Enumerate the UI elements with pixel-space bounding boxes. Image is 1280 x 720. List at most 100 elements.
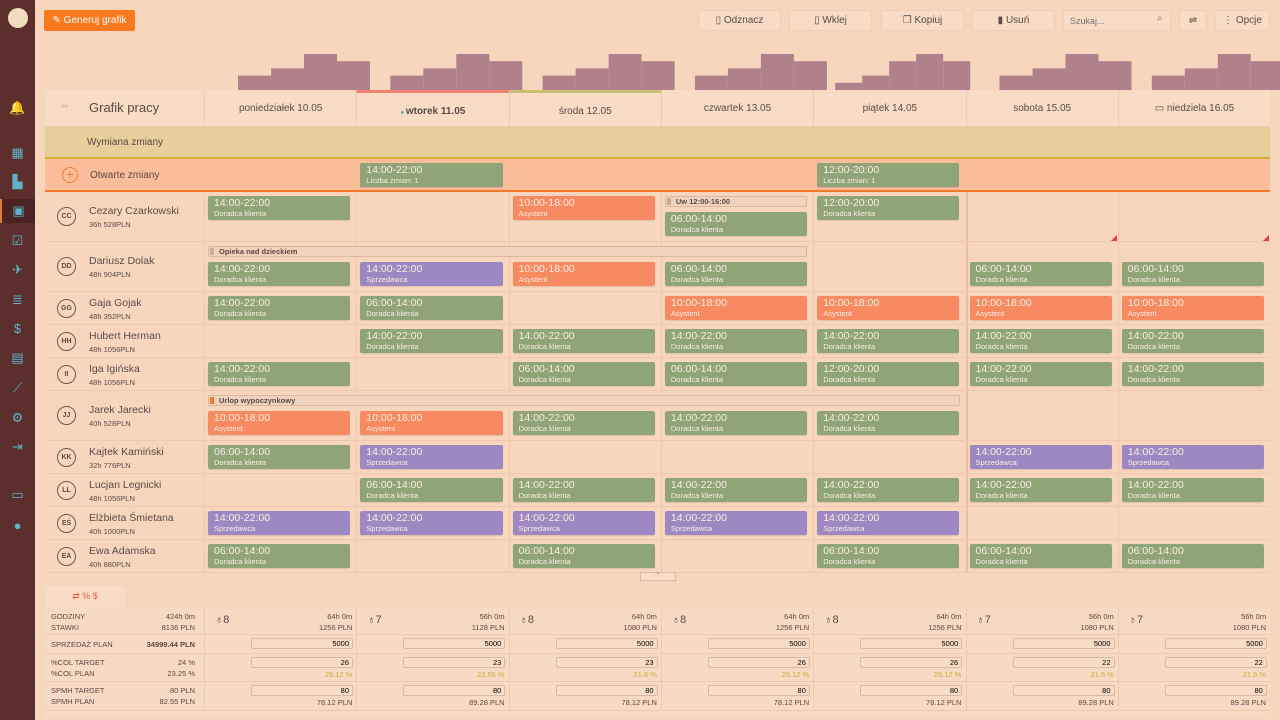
shift-block[interactable]: 14:00-22:00 Sprzedawca xyxy=(817,511,960,535)
shift-block[interactable]: 06:00-14:00 Doradca klienta xyxy=(208,445,351,469)
shift-block[interactable]: 14:00-22:00 Sprzedawca xyxy=(360,262,503,286)
day-cell[interactable] xyxy=(508,292,661,324)
stat-sales-input[interactable] xyxy=(1012,638,1115,649)
shift-block[interactable]: 14:00-22:00 Doradca klienta xyxy=(664,478,808,502)
filter-button[interactable]: ⇌ xyxy=(1179,10,1207,31)
day-cell[interactable] xyxy=(356,325,508,357)
shift-block[interactable]: 14:00-22:00 Doradca klienta xyxy=(208,362,351,386)
shift-block[interactable]: 06:00-14:00 Doradca klienta xyxy=(664,262,808,286)
shift-block[interactable]: 14:00-22:00 Doradca klienta xyxy=(1121,329,1265,353)
copy-button[interactable]: ❐ Kopiuj xyxy=(881,10,964,31)
stat-spmh-target-input[interactable] xyxy=(555,685,658,696)
day-cell[interactable] xyxy=(660,192,813,241)
shift-block[interactable]: 14:00-22:00 Doradca klienta xyxy=(208,196,351,220)
day-cell[interactable] xyxy=(965,391,1118,440)
shift-block[interactable]: 14:00-22:00 Doradca klienta xyxy=(664,411,808,435)
shift-block[interactable]: 10:00-18:00 Asystent xyxy=(208,411,351,435)
absence-annotation[interactable]: Urlop wypoczynkowy xyxy=(208,395,960,406)
stat-spmh-target-input[interactable] xyxy=(403,685,506,696)
day-cell[interactable] xyxy=(204,507,356,539)
shift-block[interactable]: 14:00-22:00 Doradca klienta xyxy=(360,329,503,353)
absence-annotation[interactable]: Opieka nad dzieckiem xyxy=(208,246,808,257)
shift-block[interactable]: 06:00-14:00 Doradca klienta xyxy=(969,544,1112,568)
stat-col-target-input[interactable] xyxy=(251,657,353,668)
stat-col-target-input[interactable] xyxy=(707,657,810,668)
shift-block[interactable]: 10:00-18:00 Asystent xyxy=(817,296,960,320)
day-cell[interactable] xyxy=(204,242,356,291)
collapse-toggle[interactable]: ˆ xyxy=(640,572,676,581)
day-cell[interactable] xyxy=(965,441,1118,473)
day-cell[interactable] xyxy=(508,358,661,390)
shift-block[interactable]: 14:00-22:00 Doradca klienta xyxy=(208,262,351,286)
dashboard-nav[interactable]: ▦ xyxy=(0,141,35,165)
gear-nav[interactable]: ⚙ xyxy=(0,406,35,430)
day-cell[interactable] xyxy=(813,358,965,390)
shift-block[interactable]: 14:00-22:00 Sprzedawca xyxy=(360,445,503,469)
shift-block[interactable]: 06:00-14:00 Doradca klienta xyxy=(664,212,808,236)
day-cell[interactable] xyxy=(813,391,965,440)
shift-block[interactable]: 06:00-14:00 Doradca klienta xyxy=(512,544,655,568)
day-cell[interactable] xyxy=(1117,391,1270,440)
day-cell[interactable] xyxy=(813,507,965,539)
day-cell[interactable] xyxy=(1117,441,1270,473)
day-cell[interactable] xyxy=(204,391,356,440)
day-cell[interactable] xyxy=(1117,192,1270,241)
calendar-check-nav[interactable]: ☑ xyxy=(0,229,35,253)
day-cell[interactable] xyxy=(356,391,508,440)
stat-spmh-target-input[interactable] xyxy=(707,685,810,696)
stat-col-target-input[interactable] xyxy=(1164,657,1267,668)
shift-block[interactable]: 10:00-18:00 Asystent xyxy=(664,296,808,320)
open-shift-block[interactable]: 14:00-22:00 Liczba zmian: 1 xyxy=(360,163,503,187)
day-cell[interactable] xyxy=(356,192,508,241)
paste-button[interactable]: ▯ Wklej xyxy=(789,10,872,31)
shift-block[interactable]: 06:00-14:00 Doradca klienta xyxy=(1121,262,1265,286)
day-cell[interactable] xyxy=(204,474,356,506)
day-cell[interactable] xyxy=(356,540,508,572)
day-cell[interactable] xyxy=(508,507,661,539)
shift-block[interactable]: 14:00-22:00 Sprzedawca xyxy=(360,511,503,535)
shift-block[interactable]: 06:00-14:00 Doradca klienta xyxy=(1121,544,1265,568)
day-cell[interactable] xyxy=(660,441,813,473)
shift-block[interactable]: 14:00-22:00 Doradca klienta xyxy=(512,478,655,502)
day-cell[interactable] xyxy=(965,242,1118,291)
shift-block[interactable]: 14:00-22:00 Doradca klienta xyxy=(969,362,1112,386)
day-cell[interactable] xyxy=(356,441,508,473)
deselect-button[interactable]: ▯ Odznacz xyxy=(698,10,781,31)
plane-nav[interactable]: ✈ xyxy=(0,258,35,282)
shift-block[interactable]: 14:00-22:00 Doradca klienta xyxy=(817,478,960,502)
day-header[interactable]: ▭ niedziela 16.05 xyxy=(1117,90,1271,126)
shift-block[interactable]: 12:00-20:00 Doradca klienta xyxy=(817,196,960,220)
day-header[interactable]: ● wtorek 11.05 xyxy=(356,90,509,126)
shift-block[interactable]: 14:00-22:00 Sprzedawca xyxy=(512,511,655,535)
day-cell[interactable] xyxy=(660,358,813,390)
stat-sales-input[interactable] xyxy=(1164,638,1267,649)
shift-block[interactable]: 14:00-22:00 Doradca klienta xyxy=(664,329,808,353)
day-header[interactable]: sobota 15.05 xyxy=(965,90,1118,126)
day-cell[interactable] xyxy=(660,325,813,357)
shift-block[interactable]: 14:00-22:00 Sprzedawca xyxy=(1121,445,1265,469)
chart-line-nav[interactable]: ⟋ xyxy=(0,376,35,400)
stat-col-target-input[interactable] xyxy=(1012,657,1115,668)
day-cell[interactable] xyxy=(508,441,661,473)
day-cell[interactable] xyxy=(356,358,508,390)
day-cell[interactable] xyxy=(508,540,661,572)
book-nav[interactable]: ▭ xyxy=(0,483,35,507)
lightbulb-nav[interactable]: ● xyxy=(0,514,35,538)
day-cell[interactable] xyxy=(660,507,813,539)
stat-col-target-input[interactable] xyxy=(403,657,506,668)
shift-block[interactable]: 06:00-14:00 Doradca klienta xyxy=(512,362,655,386)
shift-block[interactable]: 14:00-22:00 Sprzedawca xyxy=(664,511,808,535)
calendar-nav[interactable]: ▣ xyxy=(0,199,35,223)
shift-block[interactable]: 10:00-18:00 Asystent xyxy=(512,262,655,286)
shift-block[interactable]: 10:00-18:00 Asystent xyxy=(1121,296,1265,320)
day-cell[interactable] xyxy=(1117,325,1270,357)
day-cell[interactable] xyxy=(1117,507,1270,539)
shift-block[interactable]: 06:00-14:00 Doradca klienta xyxy=(664,362,808,386)
shift-block[interactable]: 06:00-14:00 Doradca klienta xyxy=(969,262,1112,286)
shift-block[interactable]: 12:00-20:00 Doradca klienta xyxy=(817,362,960,386)
day-cell[interactable] xyxy=(813,441,965,473)
day-cell[interactable] xyxy=(1117,540,1270,572)
stat-spmh-target-input[interactable] xyxy=(860,685,963,696)
shift-block[interactable]: 06:00-14:00 Doradca klienta xyxy=(360,478,503,502)
day-cell[interactable] xyxy=(204,441,356,473)
